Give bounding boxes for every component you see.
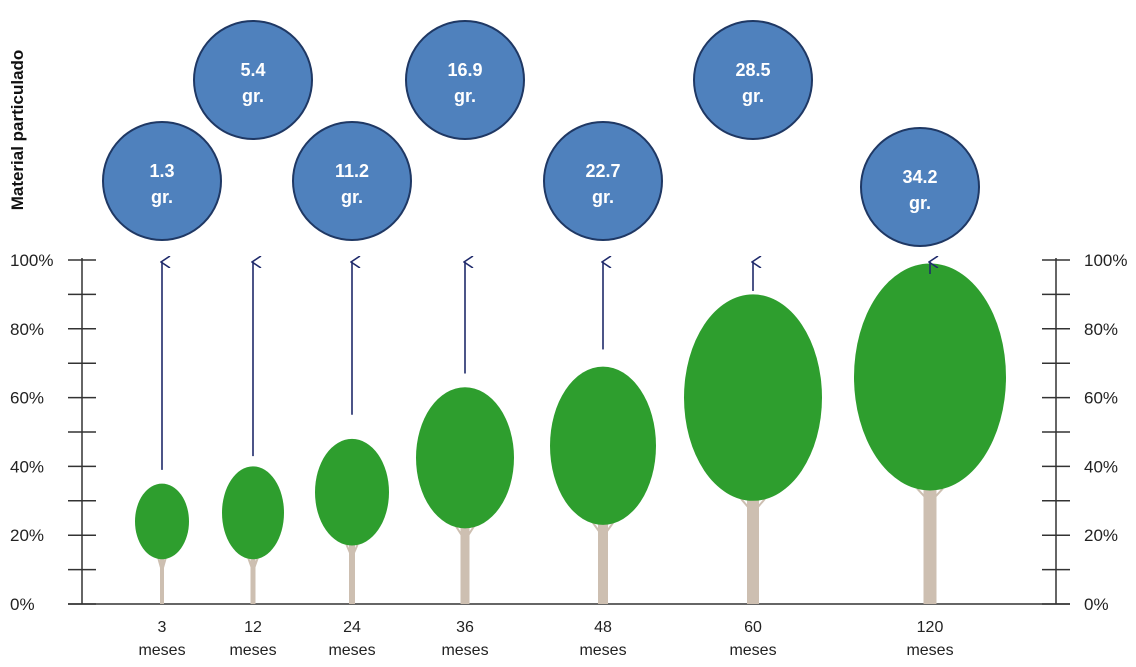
right-tick-label: 0% [1084,595,1109,614]
bubble-unit: gr. [151,187,173,207]
tree-branches [916,487,944,504]
right-tick-label: 40% [1084,457,1118,476]
tree-3 [416,387,514,604]
left-tick-label: 20% [10,526,44,545]
tree-branches [740,498,766,514]
right-tick-label: 60% [1084,389,1118,408]
right-tick-label: 20% [1084,526,1118,545]
left-tick-label: 60% [10,389,44,408]
bubble-circle [193,20,313,140]
bubble-unit: gr. [592,187,614,207]
x-tick-label: 60 [744,619,762,636]
tree-trunk [160,547,164,604]
x-tick-label-unit: meses [441,642,488,659]
x-tick-label: 24 [343,619,361,636]
bubble-value: 22.7 [585,161,620,181]
bubble-unit: gr. [454,86,476,106]
tree-branches [345,543,359,558]
tree-branches [157,557,167,572]
bubble-unit: gr. [742,86,764,106]
value-bubble-1: 5.4 gr. [193,20,313,140]
bubble-unit: gr. [909,193,931,213]
tree-trunk [250,545,256,604]
x-tick-label: 120 [917,619,944,636]
x-tick-label: 36 [456,619,474,636]
bubble-circle [102,121,222,241]
x-tick-label-unit: meses [328,642,375,659]
bubble-value: 1.3 [149,161,174,181]
x-tick-label-unit: meses [729,642,776,659]
bubble-circle [693,20,813,140]
value-bubble-4: 22.7 gr. [543,121,663,241]
value-bubble-6: 34.2 gr. [860,127,980,247]
tree-0 [135,483,189,604]
value-bubble-2: 11.2 gr. [292,121,412,241]
bubble-value: 11.2 [335,161,369,181]
tree-1 [222,466,284,604]
tree-trunk [460,507,470,604]
tree-5 [684,294,822,604]
tree-2 [315,438,389,604]
tree-6 [854,263,1006,604]
x-tick-label-unit: meses [138,642,185,659]
bubble-value: 16.9 [447,60,482,80]
tree-trunk [598,501,608,604]
value-bubble-0: 1.3 gr. [102,121,222,241]
tree-branches [592,522,614,538]
x-tick-label-unit: meses [579,642,626,659]
y-axis-title: Material particulado [8,50,27,211]
tree-branches [247,556,259,572]
tree-branches [455,525,475,541]
tree-trunk [349,529,355,604]
x-tick-label: 12 [244,619,262,636]
bubble-circle [292,121,412,241]
right-tick-label: 100% [1084,251,1127,270]
bubble-value: 5.4 [240,60,265,80]
x-tick-label: 3 [158,619,167,636]
tree-crown [416,387,514,529]
bubble-circle [405,20,525,140]
bubble-value: 28.5 [735,60,770,80]
value-bubble-5: 28.5 gr. [693,20,813,140]
left-tick-label: 0% [10,595,35,614]
bubble-circle [860,127,980,247]
bubble-unit: gr. [341,187,363,207]
tree-trunk [747,469,759,604]
bubble-circle [543,121,663,241]
bubble-unit: gr. [242,86,264,106]
tree-crown [684,294,822,501]
x-tick-label: 48 [594,619,612,636]
tree-4 [550,366,656,604]
x-tick-label-unit: meses [229,642,276,659]
left-tick-label: 80% [10,320,44,339]
tree-crown [854,263,1006,491]
tree-crown [315,438,389,546]
value-bubble-3: 16.9 gr. [405,20,525,140]
tree-crown [222,466,284,560]
axes [68,258,1070,605]
right-tick-label: 80% [1084,320,1118,339]
tree-crown [550,366,656,525]
left-tick-label: 40% [10,457,44,476]
x-tick-label-unit: meses [906,642,953,659]
left-tick-label: 100% [10,251,53,270]
tree-crown [135,483,189,560]
tree-trunk [923,456,937,604]
bubble-value: 34.2 [902,167,937,187]
